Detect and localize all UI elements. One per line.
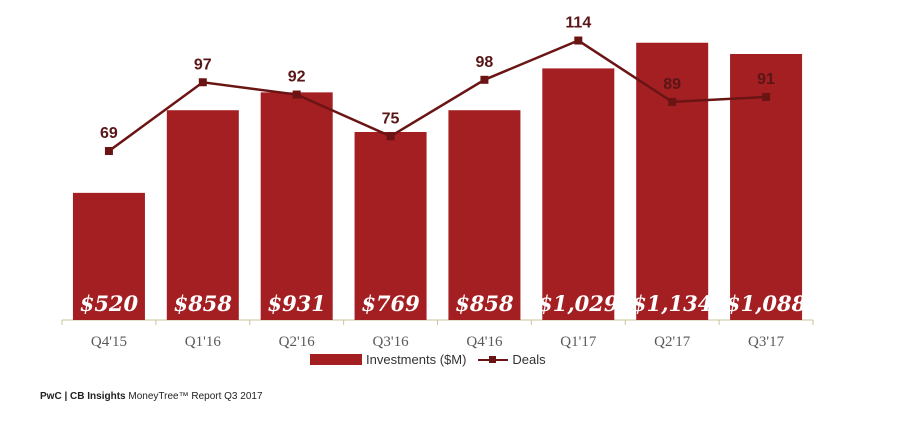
bar-value-label: $1,029 — [538, 291, 619, 316]
bar-investments — [354, 131, 427, 320]
deals-point — [198, 78, 207, 87]
bar-value-label: $769 — [361, 291, 420, 316]
bar-value-label: $1,134 — [632, 291, 712, 316]
deals-value-label: 97 — [194, 56, 212, 73]
legend-item-investments: Investments ($M) — [310, 352, 466, 367]
bar-value-label: $931 — [267, 291, 325, 316]
deals-value-label: 114 — [565, 15, 591, 32]
deals-point — [762, 92, 771, 101]
bar-value-label: $858 — [174, 291, 233, 316]
deals-value-label: 98 — [476, 54, 494, 71]
bar-investments — [448, 110, 521, 321]
deals-point — [292, 90, 301, 99]
deals-point — [668, 97, 677, 106]
deals-point — [480, 75, 489, 84]
deals-line — [108, 39, 767, 153]
x-tick-label: Q3'16 — [373, 334, 410, 350]
legend-label-deals: Deals — [512, 352, 546, 367]
bar-value-label: $520 — [80, 291, 139, 316]
deals-point — [386, 132, 395, 141]
x-tick-label: Q4'16 — [466, 334, 503, 350]
x-tick-label: Q2'16 — [279, 334, 316, 350]
bar-investments — [636, 42, 709, 320]
legend-swatch-investments — [310, 354, 362, 365]
footer-source: PwC | CB Insights MoneyTree™ Report Q3 2… — [40, 391, 263, 402]
bar-value-label: $1,088 — [726, 291, 807, 316]
legend: Investments ($M) Deals — [310, 352, 558, 367]
bar-investments — [166, 110, 239, 321]
deals-point — [104, 147, 113, 155]
deals-value-label: 69 — [100, 125, 118, 142]
bar-investments — [72, 192, 145, 320]
deals-value-label: 89 — [663, 76, 681, 93]
deals-point — [574, 36, 583, 45]
x-tick-label: Q3'17 — [748, 334, 785, 350]
x-tick-label: Q1'17 — [560, 334, 597, 350]
x-tick-label: Q2'17 — [654, 334, 691, 350]
bar-investments — [260, 92, 333, 320]
x-tick-label: Q1'16 — [185, 334, 222, 350]
x-tick-label: Q4'15 — [91, 334, 127, 350]
deals-value-label: 92 — [288, 69, 306, 86]
bar-investments — [542, 68, 615, 320]
footer-brand: PwC | CB Insights — [40, 391, 126, 402]
deals-value-label: 75 — [382, 110, 400, 127]
deals-value-label: 91 — [757, 71, 775, 88]
legend-swatch-deals — [478, 354, 509, 365]
legend-label-investments: Investments ($M) — [366, 352, 467, 367]
bar-value-label: $858 — [455, 291, 514, 316]
legend-item-deals: Deals — [478, 352, 546, 367]
footer-report: MoneyTree™ Report Q3 2017 — [125, 391, 263, 402]
